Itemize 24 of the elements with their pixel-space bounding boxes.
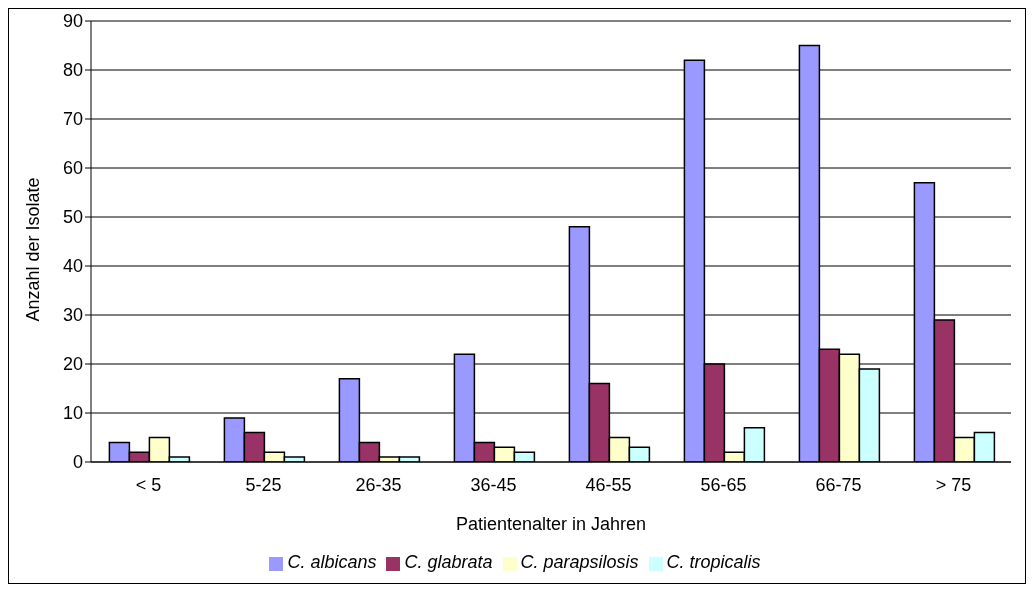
x-tick-label: 66-75	[815, 474, 862, 495]
y-tick-label: 70	[62, 109, 83, 130]
x-tick-label: < 5	[135, 474, 162, 495]
x-axis-title: Patientenalter in Jahren	[455, 514, 647, 534]
x-tick-label: > 75	[935, 474, 972, 495]
y-tick-label: 80	[62, 60, 83, 81]
legend-label: C. albicans	[287, 552, 377, 572]
legend-label: C. parapsilosis	[520, 552, 639, 572]
x-tick-label: 56-65	[700, 474, 747, 495]
x-tick-label: 5-25	[245, 474, 282, 495]
y-tick-label: 60	[62, 158, 83, 179]
y-axis-title: Anzahl der Isolate	[23, 177, 44, 322]
legend-label: C. glabrata	[404, 552, 493, 572]
x-tick-label: 36-45	[470, 474, 517, 495]
y-tick-label: 20	[62, 354, 83, 375]
y-tick-label: 10	[62, 403, 83, 424]
y-tick-label: 90	[62, 11, 83, 32]
y-tick-label: 0	[72, 452, 83, 473]
legend-label: C. tropicalis	[666, 552, 761, 572]
y-tick-label: 30	[62, 305, 83, 326]
x-tick-label: 26-35	[355, 474, 402, 495]
y-tick-label: 40	[62, 256, 83, 277]
y-tick-label: 50	[62, 207, 83, 228]
x-tick-label: 46-55	[585, 474, 632, 495]
